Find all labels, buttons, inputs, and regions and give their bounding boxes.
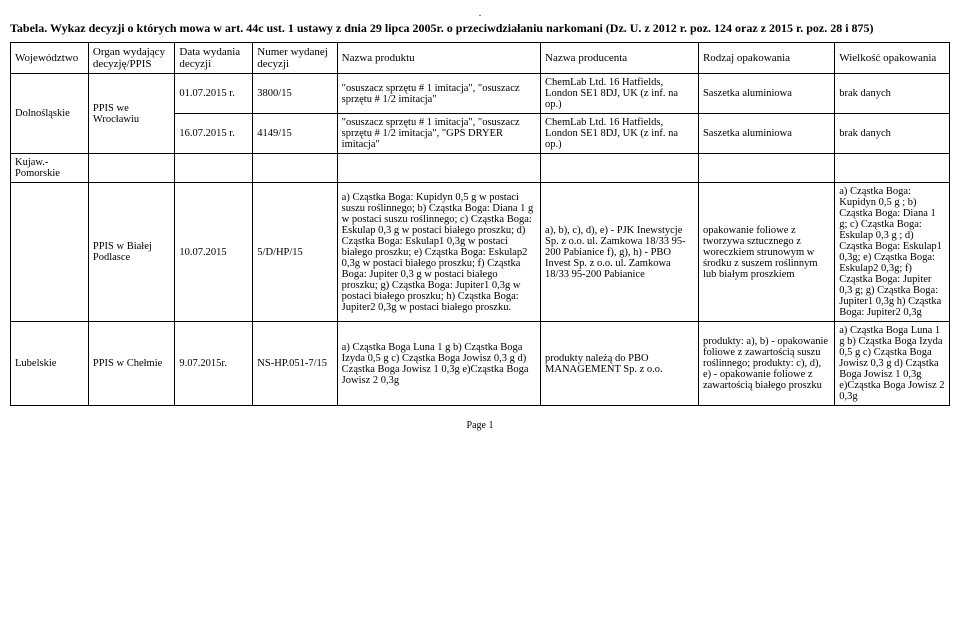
cell-producer: ChemLab Ltd. 16 Hatfields, London SE1 8D… — [541, 114, 699, 154]
cell-producer: ChemLab Ltd. 16 Hatfields, London SE1 8D… — [541, 74, 699, 114]
col-numer: Numer wydanej decyzji — [253, 43, 337, 74]
cell-product: "osuszacz sprzętu # 1 imitacja", "osusza… — [337, 74, 540, 114]
cell-size — [835, 154, 950, 183]
cell-pack — [698, 154, 834, 183]
cell-size: brak danych — [835, 74, 950, 114]
table-title: Tabela. Wykaz decyzji o których mowa w a… — [10, 21, 950, 36]
cell-wojewodztwo: Dolnośląskie — [11, 74, 89, 154]
cell-size: brak danych — [835, 114, 950, 154]
cell-product — [337, 154, 540, 183]
page-footer: Page 1 — [10, 420, 950, 431]
col-nazwa-producenta: Nazwa producenta — [541, 43, 699, 74]
col-organ: Organ wydający decyzję/PPIS — [88, 43, 175, 74]
cell-product: "osuszacz sprzętu # 1 imitacja", "osusza… — [337, 114, 540, 154]
cell-organ — [88, 154, 175, 183]
cell-num: NS-HP.051-7/15 — [253, 322, 337, 406]
cell-date: 16.07.2015 r. — [175, 114, 253, 154]
cell-organ: PPIS w Chełmie — [88, 322, 175, 406]
cell-product: a) Cząstka Boga: Kupidyn 0,5 g w postaci… — [337, 183, 540, 322]
table-row: Dolnośląskie PPIS we Wrocławiu 01.07.201… — [11, 74, 950, 114]
cell-pack: Saszetka aluminiowa — [698, 114, 834, 154]
cell-pack: produkty: a), b) - opakowanie foliowe z … — [698, 322, 834, 406]
cell-wojewodztwo — [11, 183, 89, 322]
cell-product: a) Cząstka Boga Luna 1 g b) Cząstka Boga… — [337, 322, 540, 406]
col-rodzaj-opakowania: Rodzaj opakowania — [698, 43, 834, 74]
cell-pack: opakowanie foliowe z tworzywa sztucznego… — [698, 183, 834, 322]
page-dot: . — [10, 8, 950, 19]
cell-date: 01.07.2015 r. — [175, 74, 253, 114]
cell-date — [175, 154, 253, 183]
table-row: PPIS w Białej Podlasce 10.07.2015 5/D/HP… — [11, 183, 950, 322]
col-data: Data wydania decyzji — [175, 43, 253, 74]
col-wielkosc-opakowania: Wielkość opakowania — [835, 43, 950, 74]
col-nazwa-produktu: Nazwa produktu — [337, 43, 540, 74]
cell-producer: produkty należą do PBO MANAGEMENT Sp. z … — [541, 322, 699, 406]
cell-num: 3800/15 — [253, 74, 337, 114]
cell-pack: Saszetka aluminiowa — [698, 74, 834, 114]
cell-wojewodztwo: Kujaw.-Pomorskie — [11, 154, 89, 183]
cell-size: a) Cząstka Boga: Kupidyn 0,5 g ; b) Cząs… — [835, 183, 950, 322]
cell-wojewodztwo: Lubelskie — [11, 322, 89, 406]
table-row: Kujaw.-Pomorskie — [11, 154, 950, 183]
cell-producer — [541, 154, 699, 183]
cell-num: 4149/15 — [253, 114, 337, 154]
table-header-row: Województwo Organ wydający decyzję/PPIS … — [11, 43, 950, 74]
cell-organ: PPIS we Wrocławiu — [88, 74, 175, 154]
cell-date: 9.07.2015r. — [175, 322, 253, 406]
cell-num: 5/D/HP/15 — [253, 183, 337, 322]
decisions-table: Województwo Organ wydający decyzję/PPIS … — [10, 42, 950, 406]
cell-size: a) Cząstka Boga Luna 1 g b) Cząstka Boga… — [835, 322, 950, 406]
col-wojewodztwo: Województwo — [11, 43, 89, 74]
cell-producer: a), b), c), d), e) - PJK Inewstycje Sp. … — [541, 183, 699, 322]
cell-num — [253, 154, 337, 183]
cell-organ: PPIS w Białej Podlasce — [88, 183, 175, 322]
cell-date: 10.07.2015 — [175, 183, 253, 322]
table-row: Lubelskie PPIS w Chełmie 9.07.2015r. NS-… — [11, 322, 950, 406]
